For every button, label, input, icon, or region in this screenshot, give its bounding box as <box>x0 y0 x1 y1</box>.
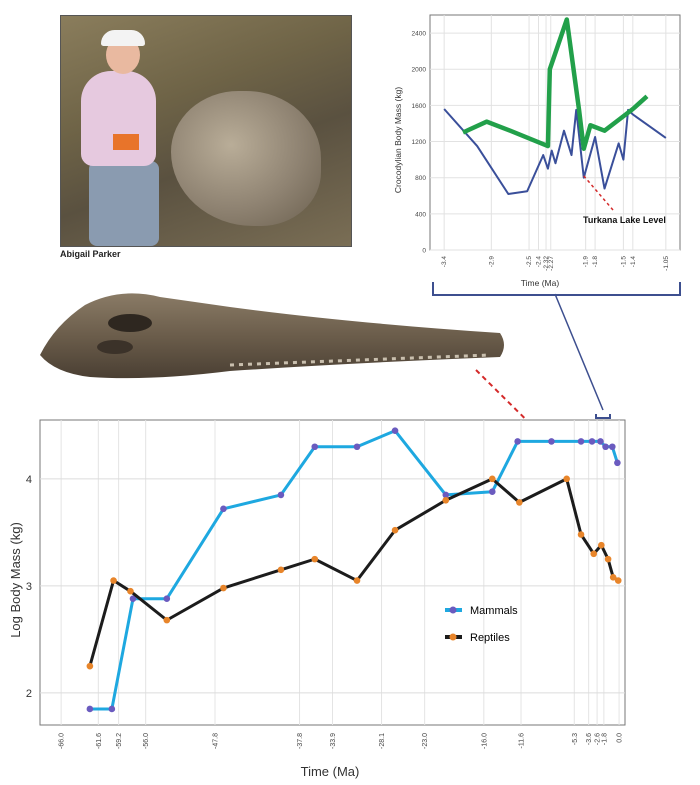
main-x-tick-label: -56.0 <box>143 733 150 749</box>
mammals-point <box>548 438 555 445</box>
field-photo <box>60 15 352 247</box>
top-x-tick-label: -1.9 <box>583 256 590 268</box>
fossil-rock <box>171 91 321 226</box>
top-x-tick-label: -2.27 <box>548 256 555 271</box>
main-x-tick-label: -37.8 <box>297 733 304 749</box>
top-series-line-green <box>462 17 649 152</box>
reptiles-point <box>442 496 450 504</box>
reptiles-point <box>86 662 94 670</box>
top-y-tick-label: 2000 <box>412 67 427 74</box>
mammals-point <box>488 488 496 496</box>
top-x-tick-label: -2.4 <box>535 256 542 268</box>
top-y-tick-label: 2400 <box>412 31 427 38</box>
reptiles-point <box>563 475 570 483</box>
main-x-tick-label: 0.0 <box>617 733 624 743</box>
mammals-point <box>391 427 399 435</box>
main-x-tick-label: -11.6 <box>519 733 526 749</box>
legend-mammals-label: Mammals <box>470 605 518 617</box>
zoom-bracket <box>432 282 681 296</box>
legend-reptiles-marker <box>449 633 457 641</box>
person-legs <box>89 161 159 246</box>
main-chart-ylabel: Log Body Mass (kg) <box>8 522 23 638</box>
body-mass-chart: 2 3 4 -66.0 -61.6 -59.2 -56.0 -47.8 -37.8 -33.9 -… <box>8 419 626 779</box>
reptiles-point <box>488 475 496 483</box>
reptiles-point <box>353 577 361 584</box>
main-x-tick-label: -1.8 <box>601 733 608 745</box>
main-x-tick-label: -33.9 <box>330 733 337 749</box>
top-y-tick-label: 400 <box>415 211 426 218</box>
main-y-tick-label: 4 <box>26 474 32 486</box>
legend-mammals-marker <box>449 606 457 614</box>
reptiles-point <box>604 555 612 563</box>
main-x-tick-label: -3.6 <box>586 733 593 745</box>
mammals-point <box>311 443 319 451</box>
top-x-tick-label: -2.5 <box>526 256 533 268</box>
top-x-tick-label: -1.8 <box>592 256 599 268</box>
reptiles-point <box>220 584 227 592</box>
top-y-tick-label: 1200 <box>412 139 427 146</box>
top-x-tick-label: -2.32 <box>543 256 550 271</box>
main-x-tick-label: -47.8 <box>212 733 219 749</box>
field-notebook <box>113 134 139 150</box>
main-x-tick-label: -2.6 <box>595 733 602 745</box>
reptiles-point <box>391 526 399 534</box>
reptiles-point <box>598 541 605 549</box>
main-x-tick-label: -61.6 <box>96 733 103 749</box>
mammals-point <box>588 438 596 445</box>
mammals-point <box>353 443 361 451</box>
main-x-tick-label: -28.1 <box>379 733 386 749</box>
reptiles-point <box>609 574 617 581</box>
main-x-tick-label: -16.0 <box>481 733 488 749</box>
mammals-point <box>609 443 616 451</box>
annotation-arrow <box>582 174 614 211</box>
mammals-point <box>577 438 585 445</box>
turkana-annotation: Turkana Lake Level <box>583 215 666 225</box>
person-body <box>81 71 156 166</box>
main-y-tick-label: 2 <box>26 688 32 700</box>
mammals-point <box>108 705 116 713</box>
mammals-point <box>597 438 604 445</box>
mammals-point <box>129 595 137 603</box>
chart-legend: Mammals Reptiles <box>445 605 518 644</box>
mammals-point <box>442 491 450 499</box>
person-cap <box>101 30 145 46</box>
mammals-point <box>514 438 521 445</box>
mammals-point <box>277 491 285 499</box>
legend-reptiles-label: Reptiles <box>470 632 510 644</box>
top-chart-xlabel: Time (Ma) <box>521 278 560 288</box>
reptiles-point <box>516 499 523 506</box>
main-x-tick-label: -5.3 <box>572 733 579 745</box>
top-x-tick-label: -2.9 <box>488 256 495 268</box>
top-chart-ylabel: Crocodylian Body Mass (kg) <box>395 87 403 193</box>
reptiles-point <box>127 587 134 595</box>
crocodile-skull-image <box>40 293 504 379</box>
mammals-point <box>220 505 227 513</box>
reptiles-point <box>163 616 171 624</box>
mammals-point <box>614 459 621 467</box>
reptiles-point <box>277 566 285 574</box>
top-series-line-blue <box>443 108 667 195</box>
mammals-point <box>602 443 609 451</box>
reptiles-point <box>110 577 117 584</box>
main-x-tick-label: -59.2 <box>116 733 123 749</box>
main-x-tick-label: -66.0 <box>59 733 66 749</box>
top-x-tick-label: -1.5 <box>620 256 627 268</box>
top-y-tick-label: 1600 <box>412 103 427 110</box>
mammals-point <box>163 595 171 603</box>
reptiles-point <box>577 531 585 538</box>
top-y-tick-label: 0 <box>422 248 426 255</box>
top-x-tick-label: -3.4 <box>441 256 448 268</box>
reptiles-point <box>590 550 598 558</box>
reptiles-point <box>311 555 319 563</box>
photo-caption: Abigail Parker <box>60 249 121 259</box>
top-x-tick-label: -1.05 <box>663 256 670 271</box>
main-y-tick-label: 3 <box>26 581 32 593</box>
top-x-tick-label: -1.4 <box>630 256 637 268</box>
main-x-tick-label: -23.0 <box>422 733 429 749</box>
mammals-point <box>86 705 94 713</box>
top-y-tick-label: 800 <box>415 175 426 182</box>
crocodylian-mass-chart: 0 400 800 1200 1600 2000 2400 -3.4 -2.9 -2.5 -2.4… <box>395 14 681 288</box>
reptiles-point <box>614 577 622 584</box>
main-chart-xlabel: Time (Ma) <box>301 764 360 779</box>
